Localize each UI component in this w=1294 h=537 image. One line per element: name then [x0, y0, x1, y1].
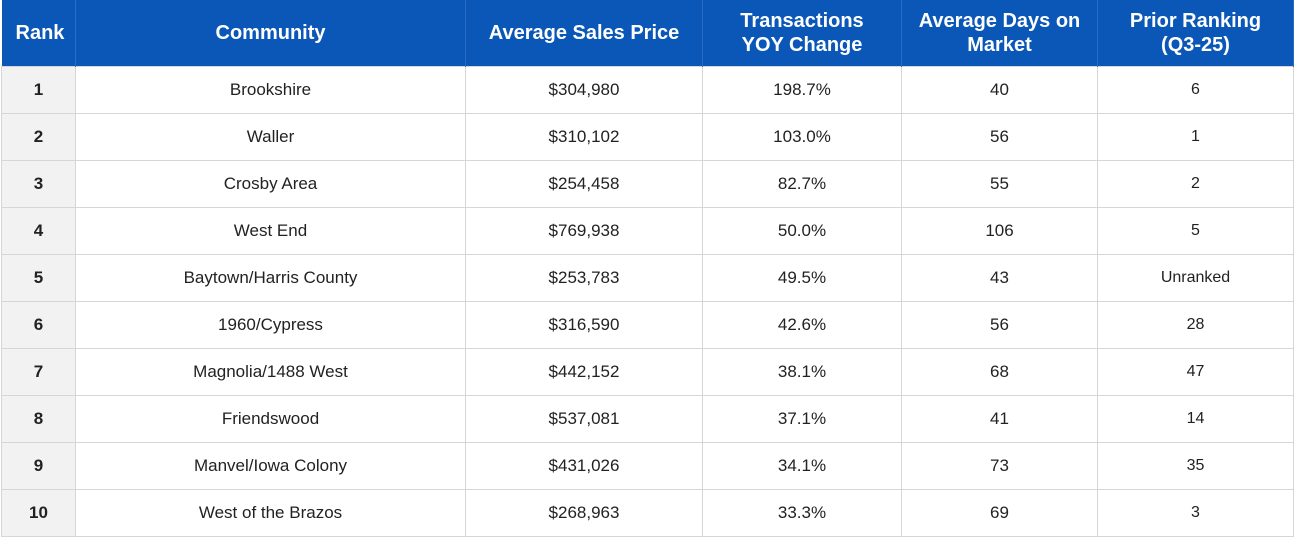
- table-body: 1 Brookshire $304,980 198.7% 40 6 2 Waller $310,…: [1, 66, 1294, 537]
- rank-cell: 5: [1, 254, 76, 302]
- table-cell: 56: [901, 113, 1098, 161]
- table-cell: $268,963: [465, 489, 703, 537]
- table-cell: 14: [1097, 395, 1294, 443]
- table-cell: 73: [901, 442, 1098, 490]
- column-header: Prior Ranking (Q3-25): [1097, 0, 1294, 67]
- table-cell: 103.0%: [702, 113, 902, 161]
- table-row: 5 Baytown/Harris County $253,783 49.5% 43 Unr…: [1, 254, 1294, 302]
- rank-cell: 9: [1, 442, 76, 490]
- table-cell: 106: [901, 207, 1098, 255]
- column-header: Average Sales Price: [465, 0, 703, 67]
- table-cell: 49.5%: [702, 254, 902, 302]
- table-row: 3 Crosby Area $254,458 82.7% 55 2: [1, 160, 1294, 208]
- table-cell: 38.1%: [702, 348, 902, 396]
- rank-cell: 7: [1, 348, 76, 396]
- column-header: Rank: [1, 0, 76, 67]
- table-cell: Unranked: [1097, 254, 1294, 302]
- table-row: 1 Brookshire $304,980 198.7% 40 6: [1, 66, 1294, 114]
- rank-cell: 6: [1, 301, 76, 349]
- column-header: Average Days on Market: [901, 0, 1098, 67]
- table-cell: 2: [1097, 160, 1294, 208]
- rank-cell: 2: [1, 113, 76, 161]
- table-cell: 82.7%: [702, 160, 902, 208]
- table-cell: $253,783: [465, 254, 703, 302]
- table-cell: 42.6%: [702, 301, 902, 349]
- rank-cell: 1: [1, 66, 76, 114]
- rank-cell: 4: [1, 207, 76, 255]
- table-cell: $254,458: [465, 160, 703, 208]
- table-cell: $310,102: [465, 113, 703, 161]
- column-header: Community: [75, 0, 466, 67]
- table-cell: $537,081: [465, 395, 703, 443]
- table-cell: 5: [1097, 207, 1294, 255]
- table-cell: 37.1%: [702, 395, 902, 443]
- table-cell: 28: [1097, 301, 1294, 349]
- table-cell: 1: [1097, 113, 1294, 161]
- table-cell: 55: [901, 160, 1098, 208]
- rank-cell: 8: [1, 395, 76, 443]
- table-cell: 50.0%: [702, 207, 902, 255]
- table-cell: $769,938: [465, 207, 703, 255]
- table-row: 8 Friendswood $537,081 37.1% 41 14: [1, 395, 1294, 443]
- table-cell: 3: [1097, 489, 1294, 537]
- table-row: 7 Magnolia/1488 West $442,152 38.1% 68 47: [1, 348, 1294, 396]
- table-cell: Magnolia/1488 West: [75, 348, 466, 396]
- table-cell: 56: [901, 301, 1098, 349]
- table-cell: $316,590: [465, 301, 703, 349]
- table-cell: 40: [901, 66, 1098, 114]
- table-cell: 35: [1097, 442, 1294, 490]
- table-cell: Brookshire: [75, 66, 466, 114]
- table-cell: 68: [901, 348, 1098, 396]
- table-cell: Crosby Area: [75, 160, 466, 208]
- rank-cell: 10: [1, 489, 76, 537]
- table-cell: West End: [75, 207, 466, 255]
- table-cell: 33.3%: [702, 489, 902, 537]
- header-row: Rank Community Average Sales Price Transact…: [1, 0, 1294, 67]
- column-header: Transactions YOY Change: [702, 0, 902, 67]
- table-cell: Manvel/Iowa Colony: [75, 442, 466, 490]
- table-row: 2 Waller $310,102 103.0% 56 1: [1, 113, 1294, 161]
- table-cell: 1960/Cypress: [75, 301, 466, 349]
- table-cell: 69: [901, 489, 1098, 537]
- table-cell: $304,980: [465, 66, 703, 114]
- table-cell: 43: [901, 254, 1098, 302]
- table-cell: West of the Brazos: [75, 489, 466, 537]
- table-cell: Friendswood: [75, 395, 466, 443]
- table-cell: 34.1%: [702, 442, 902, 490]
- table-cell: 47: [1097, 348, 1294, 396]
- table-cell: 198.7%: [702, 66, 902, 114]
- table-row: 4 West End $769,938 50.0% 106 5: [1, 207, 1294, 255]
- table-cell: $442,152: [465, 348, 703, 396]
- table-row: 9 Manvel/Iowa Colony $431,026 34.1% 73 35: [1, 442, 1294, 490]
- table-cell: 41: [901, 395, 1098, 443]
- table-row: 6 1960/Cypress $316,590 42.6% 56 28: [1, 301, 1294, 349]
- table-cell: Baytown/Harris County: [75, 254, 466, 302]
- table-cell: $431,026: [465, 442, 703, 490]
- table-row: 10 West of the Brazos $268,963 33.3% 69 3: [1, 489, 1294, 537]
- rank-cell: 3: [1, 160, 76, 208]
- table-cell: Waller: [75, 113, 466, 161]
- table-cell: 6: [1097, 66, 1294, 114]
